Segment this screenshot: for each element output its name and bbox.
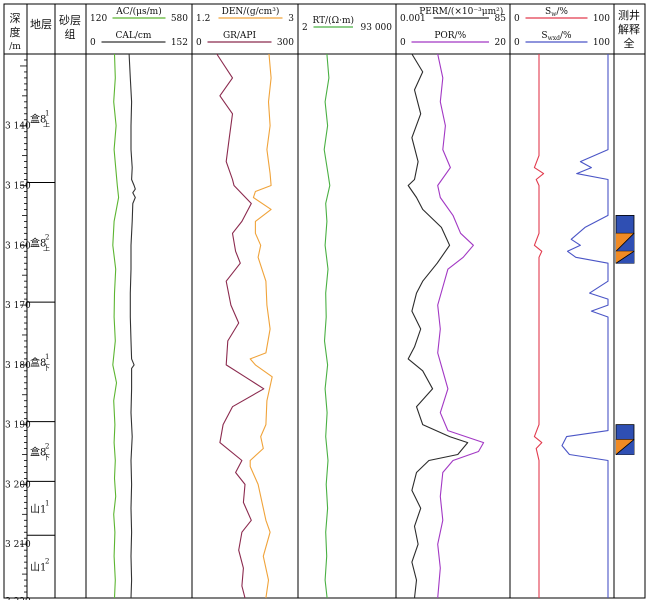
log-curve (249, 53, 273, 599)
depth-tick-label: 3 140 (5, 122, 31, 132)
strata-name: 山1 (30, 562, 46, 574)
interp-zone-gas-water (615, 439, 635, 455)
sand-header: 砂层 (59, 14, 81, 27)
curve-header: 0 100 Swxd/% (514, 31, 610, 48)
curve-header: 120 580 AC/(μs/m) (90, 6, 188, 24)
curve-header: 1.2 3 DEN/(g/cm³) (196, 6, 294, 24)
interp-header: 解释 (618, 22, 640, 36)
log-curve (561, 54, 609, 598)
curve-label: RT/(Ω·m) (312, 15, 354, 26)
curve-min-label: 0 (514, 14, 520, 24)
curve-min-label: 2 (302, 23, 308, 33)
strata-header: 地层 (30, 18, 52, 31)
log-curve (533, 54, 545, 598)
curve-max-label: 93 000 (361, 23, 393, 33)
curve-min-label: 0 (196, 38, 202, 48)
depth-header-char: 度 (10, 25, 21, 39)
curve-label: PERM/(×10⁻³μm²) (419, 6, 503, 17)
strata-label: 盒8上 2 (30, 233, 50, 252)
strata-name: 盒8 (30, 112, 46, 125)
strata-sup: 1 (45, 109, 49, 117)
curve-label: POR/% (434, 31, 466, 41)
depth-tick-label: 3 220 (5, 597, 31, 600)
depth-tick-label: 3 170 (5, 301, 31, 311)
curve-header: 2 93 000 RT/(Ω·m) (302, 15, 392, 33)
strata-name: 盒8 (30, 236, 46, 249)
strata-label: 盒8下 1 (30, 353, 50, 372)
interp-header: 测井 (618, 8, 640, 22)
depth-tick-label: 3 210 (5, 540, 31, 550)
curve-header: 0 152 CAL/cm (90, 31, 188, 48)
strata-sup: 1 (45, 353, 49, 361)
curve-min-label: 0.001 (400, 14, 426, 24)
curve-label: Swxd/% (541, 31, 572, 42)
sand-header: 组 (65, 27, 76, 41)
strata-label: 山11 (30, 499, 49, 515)
strata-sub: 上 (43, 243, 50, 252)
strata-label: 盒8下 2 (30, 443, 50, 462)
curve-max-label: 300 (277, 38, 294, 48)
log-curve (112, 53, 120, 599)
log-curve (407, 53, 469, 599)
log-curve (216, 53, 265, 599)
curve-label: AC/(μs/m) (115, 6, 161, 17)
strata-sub: 下 (43, 454, 50, 462)
depth-tick-label: 3 200 (5, 480, 31, 490)
strata-sup: 2 (45, 443, 49, 451)
curve-max-label: 152 (171, 38, 188, 48)
curve-max-label: 20 (495, 38, 507, 48)
strata-name: 山1 (30, 503, 46, 515)
curve-label: GR/API (223, 31, 257, 41)
curve-min-label: 1.2 (196, 14, 210, 24)
strata-name: 盒8 (30, 446, 46, 459)
strata-name: 盒8 (30, 356, 46, 369)
curve-min-label: 0 (90, 38, 96, 48)
curve-label: Sw/% (545, 7, 568, 18)
interp-header: 全 (624, 36, 635, 50)
depth-tick-label: 3 150 (5, 182, 31, 192)
strata-sup: 2 (45, 233, 49, 241)
curve-label: CAL/cm (116, 31, 152, 41)
strata-sup: 2 (45, 558, 49, 566)
strata-label: 盒8上 1 (30, 109, 50, 128)
depth-tick-label: 3 180 (5, 361, 31, 371)
depth-tick-label: 3 160 (5, 241, 31, 251)
curve-max-label: 3 (288, 14, 294, 24)
curve-max-label: 100 (593, 14, 610, 24)
strata-label: 山12 (30, 558, 49, 574)
curve-min-label: 0 (400, 38, 406, 48)
log-curve (128, 53, 136, 599)
curve-min-label: 0 (514, 38, 520, 48)
interp-zone-gas (615, 424, 635, 440)
curve-max-label: 580 (171, 14, 188, 24)
interp-zone-gas (615, 215, 635, 234)
depth-header-char: 深 (10, 12, 21, 25)
strata-sub: 上 (43, 119, 50, 128)
depth-tick-label: 3 190 (5, 421, 31, 431)
log-curve (437, 53, 485, 599)
curve-label: DEN/(g/cm³) (222, 6, 280, 17)
strata-sup: 1 (45, 499, 49, 507)
curve-max-label: 100 (593, 38, 610, 48)
interp-zone-gas-water (615, 250, 635, 264)
chart-frame (3, 3, 646, 599)
strata-sub: 下 (43, 364, 50, 372)
curve-max-label: 85 (495, 14, 507, 24)
interp-zone-gas-water (615, 232, 635, 252)
depth-unit: /m (9, 42, 21, 52)
curve-header: 0 300 GR/API (196, 31, 294, 48)
log-curve (323, 53, 331, 599)
curve-header: 0 100 Sw/% (514, 7, 610, 24)
curve-min-label: 120 (90, 14, 107, 24)
curve-header: 0 20 POR/% (400, 31, 506, 48)
